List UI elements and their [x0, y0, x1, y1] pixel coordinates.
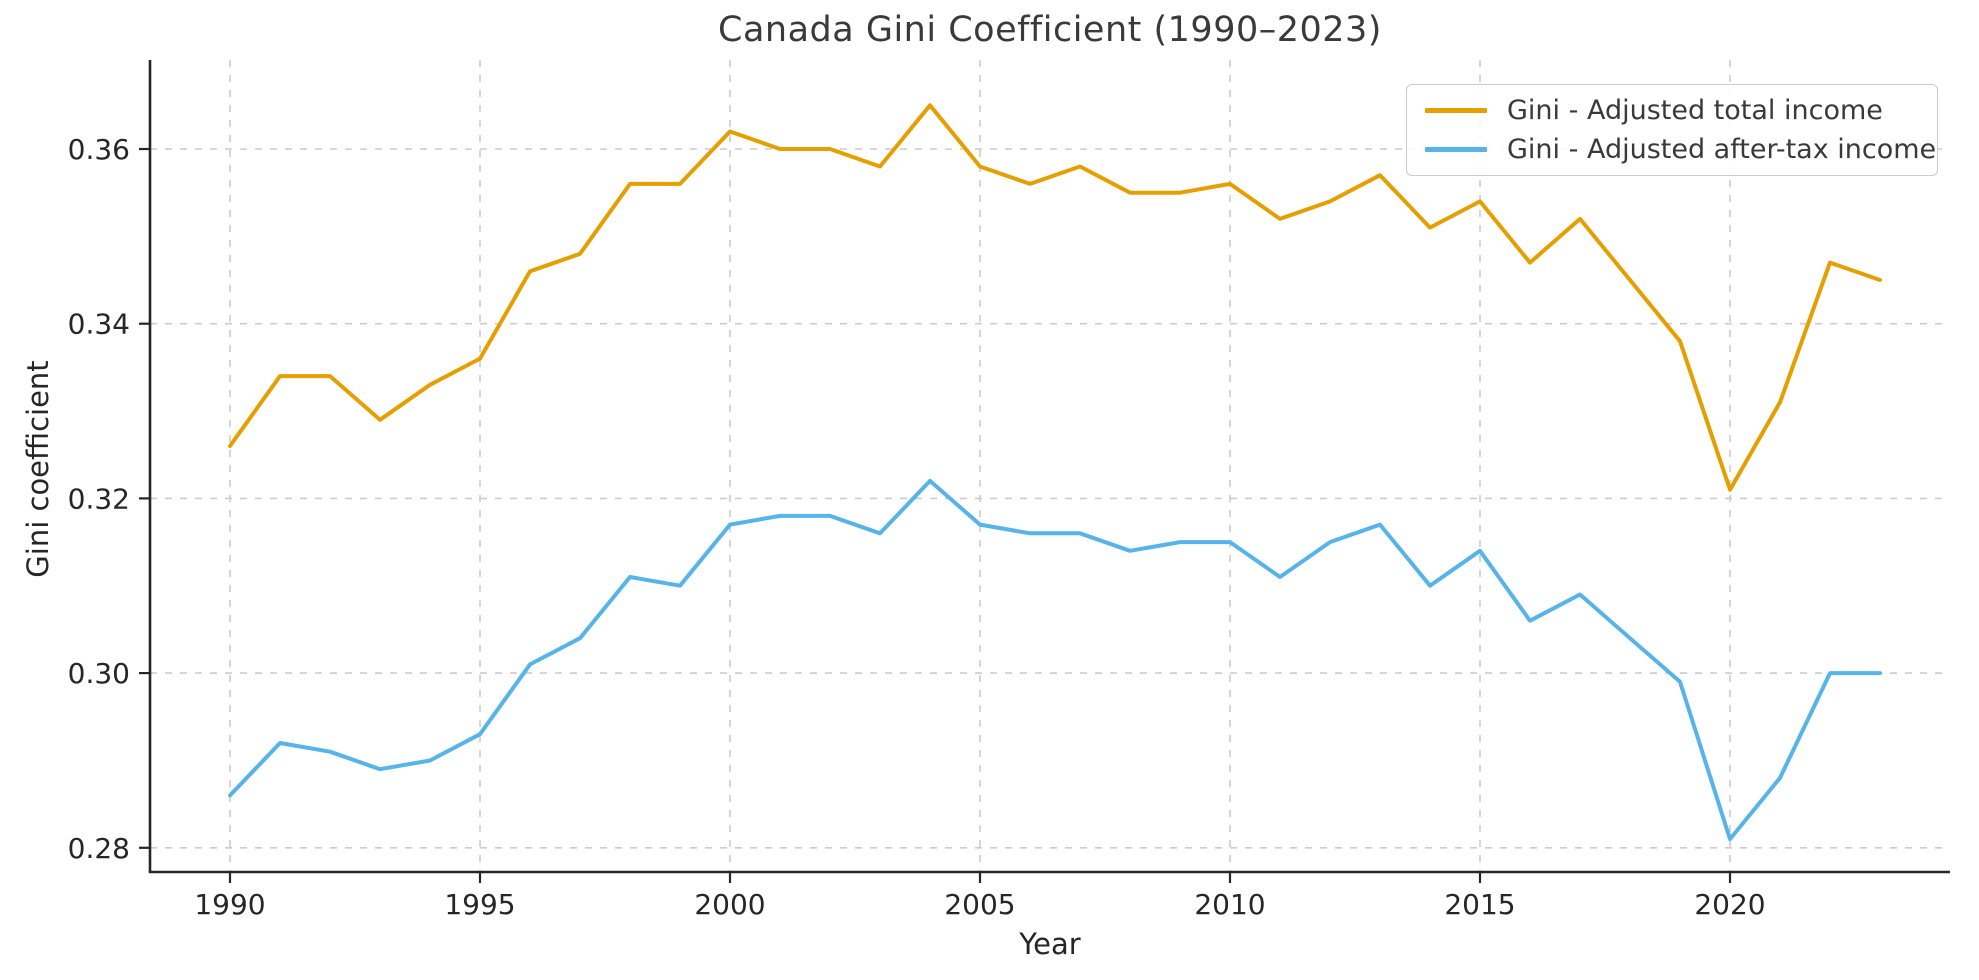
total-income-line — [228, 103, 1882, 492]
chart-title: Canada Gini Coefficient (1990–2023) — [718, 10, 1382, 50]
y-axis-label: Gini coefficient — [21, 360, 55, 578]
y-tick-label: 0.30 — [68, 657, 130, 690]
x-axis-label: Year — [1019, 927, 1081, 961]
y-tick-label: 0.32 — [68, 482, 130, 515]
x-tick-label: 1990 — [194, 888, 265, 921]
y-tick-label: 0.36 — [68, 133, 130, 166]
legend-swatch-total-income-line — [1425, 108, 1487, 113]
x-tick-label: 2015 — [1444, 888, 1515, 921]
legend-label-after-tax-income: Gini - Adjusted after-tax income — [1507, 134, 1937, 165]
legend-item-total-income: Gini - Adjusted total income — [1407, 95, 1937, 126]
after-tax-income-line — [228, 478, 1882, 842]
x-tick-label: 1995 — [444, 888, 515, 921]
x-tick-label: 2000 — [694, 888, 765, 921]
legend-swatch-after-tax-income-line — [1425, 147, 1487, 152]
y-tick-label: 0.34 — [68, 308, 130, 341]
legend-item-after-tax-income: Gini - Adjusted after-tax income — [1407, 134, 1937, 165]
x-tick-label: 2005 — [944, 888, 1015, 921]
x-tick-label: 2010 — [1194, 888, 1265, 921]
x-tick-label: 2020 — [1694, 888, 1765, 921]
y-tick-label: 0.28 — [68, 832, 130, 865]
legend-label-total-income: Gini - Adjusted total income — [1507, 95, 1883, 126]
legend: Gini - Adjusted total income Gini - Adju… — [1406, 84, 1938, 176]
